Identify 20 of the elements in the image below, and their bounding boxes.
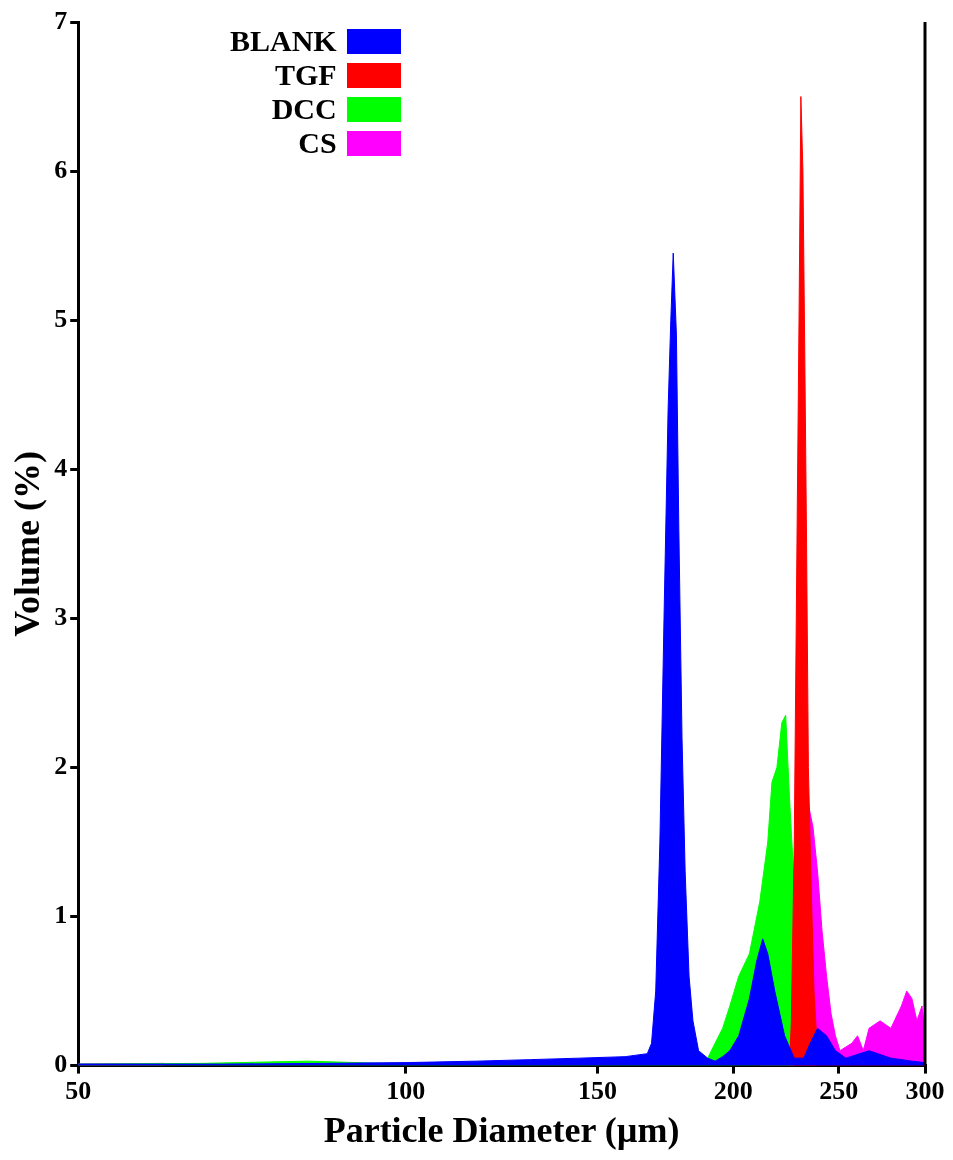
x-tick-label: 250 [819,1075,859,1105]
y-tick-label: 3 [54,602,68,632]
legend-label: TGF [275,58,337,92]
x-tick-label: 50 [65,1075,92,1105]
y-tick-label: 0 [54,1049,68,1079]
y-tick-label: 5 [54,303,68,333]
legend-label: DCC [271,92,337,126]
x-tick-label: 100 [386,1075,426,1105]
x-tick-label: 200 [713,1075,753,1105]
y-tick-label: 4 [54,452,68,482]
legend-label: BLANK [230,24,337,58]
y-axis-title: Volume (%) [6,450,47,637]
legend-label: CS [298,126,337,160]
y-tick-label: 6 [54,154,68,184]
y-tick-label: 1 [54,900,68,930]
y-tick-label: 2 [54,751,68,781]
y-tick-label: 7 [54,5,68,35]
x-tick-label: 300 [905,1075,945,1105]
x-axis-title: Particle Diameter (µm) [323,1109,680,1150]
x-tick-label: 150 [577,1075,617,1105]
